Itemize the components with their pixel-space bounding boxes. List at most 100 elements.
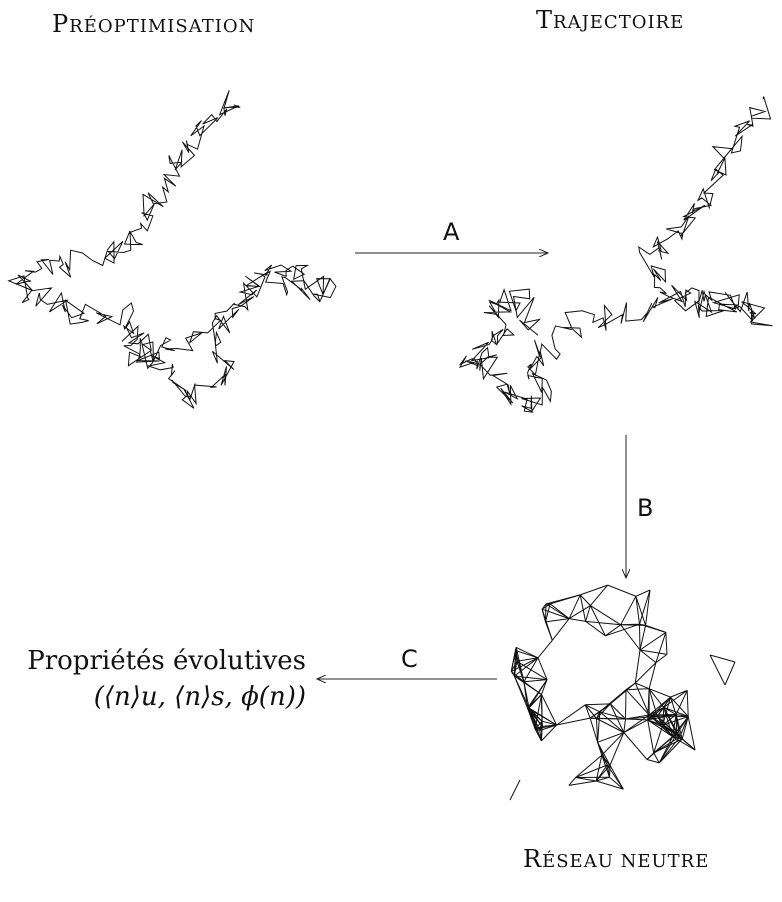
network-edge <box>556 704 586 726</box>
network-edge <box>655 632 667 663</box>
network-edge <box>537 657 548 680</box>
network-edge <box>568 780 597 786</box>
network-edge <box>579 594 587 622</box>
network-edge <box>541 724 557 742</box>
network-edge <box>647 719 673 738</box>
network-edge <box>585 605 591 622</box>
network-edge <box>647 719 655 753</box>
network-edge <box>658 738 683 764</box>
network-edge <box>597 732 624 743</box>
network-edge <box>545 603 547 622</box>
properties-label: Propriétés évolutives <box>27 646 306 676</box>
network-edge <box>528 707 557 726</box>
network-edge <box>585 620 606 637</box>
network-edge <box>589 605 606 637</box>
network-edge <box>665 632 668 655</box>
network-edge <box>537 639 553 659</box>
preoptimisation-walk <box>7 90 337 409</box>
network-edge <box>686 690 689 717</box>
network-edge <box>510 647 517 672</box>
network-edge <box>523 679 548 683</box>
network-edge <box>607 584 637 597</box>
network-edge <box>597 742 611 766</box>
network-edge <box>676 733 696 751</box>
network-edge <box>646 759 660 764</box>
network-edge <box>540 721 543 741</box>
network-edge <box>620 624 641 651</box>
network-edge <box>653 725 664 754</box>
network-edge <box>648 706 665 716</box>
network-edge <box>596 718 625 733</box>
network-edge <box>596 780 624 790</box>
network-edge <box>653 733 678 754</box>
network-edge <box>709 654 736 663</box>
network-edge <box>663 696 671 708</box>
network-edge <box>601 755 610 778</box>
network-edge <box>541 694 558 726</box>
network-edge <box>620 596 637 626</box>
network-edge <box>528 694 542 709</box>
network-edge <box>515 647 525 682</box>
network-edge <box>635 589 651 597</box>
network-edge <box>639 631 667 651</box>
network-edge <box>634 649 641 684</box>
network-edge <box>516 660 548 681</box>
network-edge <box>662 716 689 726</box>
network-edge <box>634 662 657 684</box>
network-edge <box>569 618 586 622</box>
network-edge <box>687 716 696 751</box>
network-edge <box>515 646 539 659</box>
network-edge <box>605 623 640 637</box>
network-edge <box>601 732 625 756</box>
network-edge <box>625 688 650 691</box>
network-edge <box>623 719 648 733</box>
network-edge <box>639 589 651 625</box>
network-edge <box>655 653 668 664</box>
network-edge <box>653 752 660 764</box>
network-edge <box>568 777 576 786</box>
network-edge <box>515 650 539 659</box>
evolutionary-properties: Propriétés évolutives (⟨n⟩u, ⟨n⟩s, ϕ(n)) <box>27 643 306 715</box>
network-edge <box>545 621 553 641</box>
trajectoire-walk <box>458 96 773 413</box>
panel-title-trajectoire: Trajectoire <box>536 6 685 34</box>
network-edge <box>639 649 668 655</box>
network-edge <box>724 661 736 686</box>
network-edge <box>625 714 650 720</box>
network-edge <box>653 736 681 754</box>
network-edge <box>620 623 640 626</box>
network-edge <box>513 661 518 677</box>
network-edge <box>549 603 570 619</box>
network-edge <box>647 707 665 721</box>
network-edge <box>589 703 611 719</box>
network-edge <box>575 777 597 782</box>
network-edge <box>649 714 677 716</box>
network-edge <box>623 718 626 733</box>
network-edge <box>541 679 548 695</box>
network-edge <box>568 605 591 620</box>
network-edge <box>609 732 625 766</box>
network-edge <box>645 589 651 626</box>
network-edge <box>596 718 626 720</box>
network-edge <box>590 605 621 626</box>
network-edge <box>658 733 678 764</box>
network-edge <box>541 720 557 726</box>
network-edge <box>623 732 648 760</box>
network-edge <box>605 624 621 637</box>
network-edge <box>634 682 650 716</box>
network-edge <box>580 584 608 596</box>
network-edge <box>646 752 655 760</box>
network-edge <box>648 714 678 735</box>
network-edge <box>556 717 591 726</box>
panel-title-preoptimisation: Préoptimisation <box>52 10 256 38</box>
network-edge <box>568 594 581 619</box>
network-edge <box>675 690 688 715</box>
network-edge <box>514 675 542 695</box>
network-edge <box>597 711 601 743</box>
network-edge <box>528 707 542 742</box>
network-edge <box>528 707 543 722</box>
network-edge <box>541 609 546 623</box>
network-edge <box>539 721 543 731</box>
arrow-b-label: B <box>637 494 654 522</box>
network-edge <box>579 594 591 606</box>
